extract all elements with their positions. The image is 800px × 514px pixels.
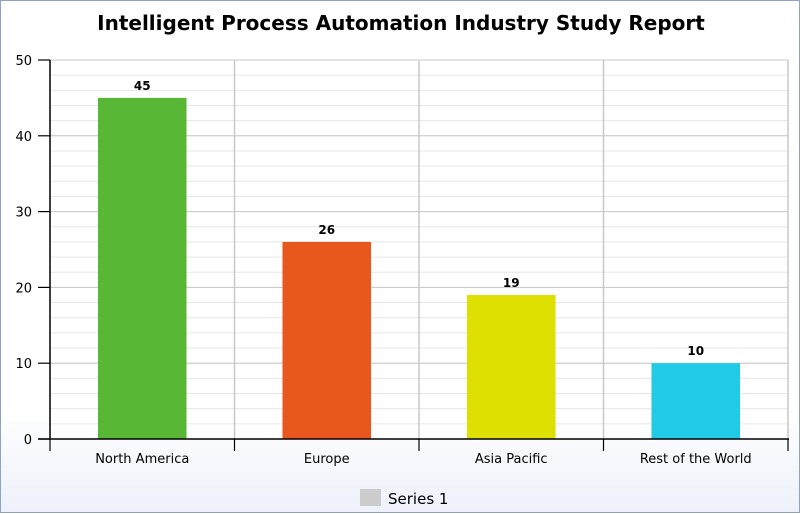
y-tick-label: 40 [15,130,32,145]
data-label: 45 [134,79,151,93]
y-tick-label: 30 [15,206,32,221]
bar [466,294,556,439]
data-label: 19 [503,276,520,290]
category-gridlines [233,60,789,439]
x-tick-label: North America [95,452,189,467]
bar [97,97,187,440]
y-tick-label: 20 [15,281,32,296]
data-label: 26 [318,223,335,237]
bar [651,363,741,439]
x-tick-label: Europe [304,452,350,467]
axes [38,60,789,440]
y-axis-ticks: 0 10 20 30 40 50 [15,54,50,448]
legend-label-series-1[interactable]: Series 1 [388,490,448,508]
x-tick-label: Asia Pacific [475,452,548,467]
data-labels: 45 26 19 10 [134,79,704,358]
chart-title: Intelligent Process Automation Industry … [97,11,705,35]
y-tick-label: 50 [15,54,32,69]
bar [282,241,372,439]
data-label: 10 [687,344,704,358]
y-tick-label: 10 [15,357,32,372]
legend-swatch-series-1[interactable] [360,489,381,506]
x-axis-ticks: North America Europe Asia Pacific Rest of t… [49,439,789,467]
y-tick-label: 0 [24,433,32,448]
legend[interactable]: Series 1 [360,489,448,508]
bars [97,97,741,440]
x-tick-label: Rest of the World [640,452,752,467]
